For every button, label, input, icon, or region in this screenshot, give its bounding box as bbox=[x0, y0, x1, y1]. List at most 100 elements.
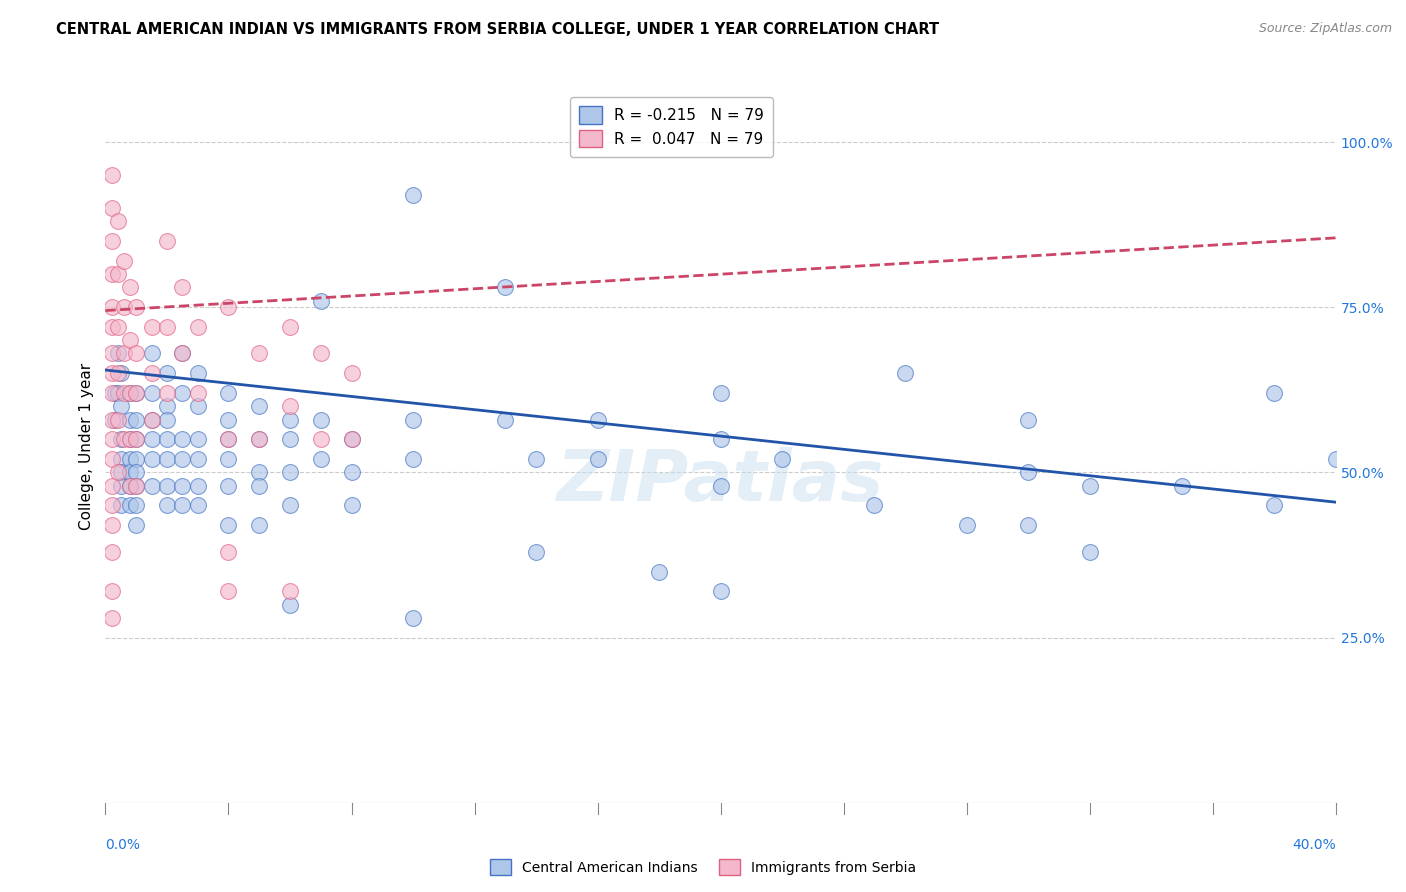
Point bbox=[524, 545, 547, 559]
Point bbox=[104, 386, 127, 401]
Point bbox=[309, 433, 332, 447]
Point bbox=[340, 466, 363, 480]
Point bbox=[1078, 545, 1101, 559]
Point bbox=[141, 412, 163, 426]
Point bbox=[112, 300, 135, 314]
Point bbox=[710, 584, 733, 599]
Point bbox=[187, 320, 209, 334]
Point bbox=[494, 280, 516, 294]
Point bbox=[402, 412, 425, 426]
Point bbox=[100, 518, 122, 533]
Point bbox=[187, 452, 209, 467]
Point bbox=[100, 545, 122, 559]
Point bbox=[125, 499, 148, 513]
Point bbox=[1263, 499, 1285, 513]
Text: Source: ZipAtlas.com: Source: ZipAtlas.com bbox=[1258, 22, 1392, 36]
Point bbox=[112, 254, 135, 268]
Point bbox=[120, 386, 141, 401]
Point bbox=[100, 201, 122, 215]
Point bbox=[110, 433, 132, 447]
Point bbox=[141, 386, 163, 401]
Point bbox=[107, 214, 129, 228]
Point bbox=[247, 518, 270, 533]
Point bbox=[100, 346, 122, 360]
Point bbox=[156, 433, 179, 447]
Point bbox=[247, 346, 270, 360]
Point bbox=[956, 518, 979, 533]
Text: 40.0%: 40.0% bbox=[1292, 838, 1336, 853]
Point bbox=[125, 518, 148, 533]
Point bbox=[309, 412, 332, 426]
Point bbox=[1078, 478, 1101, 492]
Point bbox=[156, 234, 179, 248]
Point bbox=[141, 433, 163, 447]
Point bbox=[710, 433, 733, 447]
Point bbox=[120, 499, 141, 513]
Point bbox=[107, 412, 129, 426]
Point bbox=[100, 433, 122, 447]
Point bbox=[187, 386, 209, 401]
Point bbox=[156, 386, 179, 401]
Point bbox=[104, 412, 127, 426]
Point bbox=[247, 400, 270, 414]
Point bbox=[120, 478, 141, 492]
Point bbox=[218, 412, 240, 426]
Point bbox=[110, 400, 132, 414]
Point bbox=[141, 412, 163, 426]
Point bbox=[125, 478, 148, 492]
Point bbox=[309, 452, 332, 467]
Point bbox=[172, 433, 194, 447]
Point bbox=[710, 478, 733, 492]
Point bbox=[100, 267, 122, 281]
Point bbox=[100, 584, 122, 599]
Point bbox=[218, 584, 240, 599]
Point bbox=[586, 452, 609, 467]
Point bbox=[100, 386, 122, 401]
Point bbox=[402, 452, 425, 467]
Point bbox=[110, 499, 132, 513]
Point bbox=[100, 320, 122, 334]
Point bbox=[156, 499, 179, 513]
Point bbox=[340, 499, 363, 513]
Text: ZIPatlas: ZIPatlas bbox=[557, 447, 884, 516]
Point bbox=[100, 367, 122, 381]
Point bbox=[218, 386, 240, 401]
Point bbox=[120, 386, 141, 401]
Point bbox=[141, 346, 163, 360]
Point bbox=[125, 346, 148, 360]
Point bbox=[247, 466, 270, 480]
Point bbox=[524, 452, 547, 467]
Point bbox=[107, 267, 129, 281]
Point bbox=[141, 367, 163, 381]
Point bbox=[494, 412, 516, 426]
Point bbox=[247, 433, 270, 447]
Point bbox=[402, 188, 425, 202]
Point bbox=[586, 412, 609, 426]
Point bbox=[156, 367, 179, 381]
Point bbox=[1017, 518, 1039, 533]
Point bbox=[340, 433, 363, 447]
Point bbox=[107, 367, 129, 381]
Point bbox=[125, 386, 148, 401]
Point bbox=[156, 400, 179, 414]
Point bbox=[402, 611, 425, 625]
Point bbox=[107, 386, 129, 401]
Point bbox=[100, 499, 122, 513]
Point bbox=[278, 433, 301, 447]
Point bbox=[110, 466, 132, 480]
Point bbox=[120, 412, 141, 426]
Point bbox=[172, 452, 194, 467]
Point bbox=[172, 499, 194, 513]
Point bbox=[278, 584, 301, 599]
Text: 0.0%: 0.0% bbox=[105, 838, 141, 853]
Point bbox=[110, 452, 132, 467]
Point bbox=[100, 300, 122, 314]
Point bbox=[278, 400, 301, 414]
Point bbox=[187, 400, 209, 414]
Point bbox=[125, 386, 148, 401]
Point bbox=[125, 478, 148, 492]
Point bbox=[141, 478, 163, 492]
Point bbox=[125, 433, 148, 447]
Point bbox=[340, 433, 363, 447]
Point bbox=[894, 367, 917, 381]
